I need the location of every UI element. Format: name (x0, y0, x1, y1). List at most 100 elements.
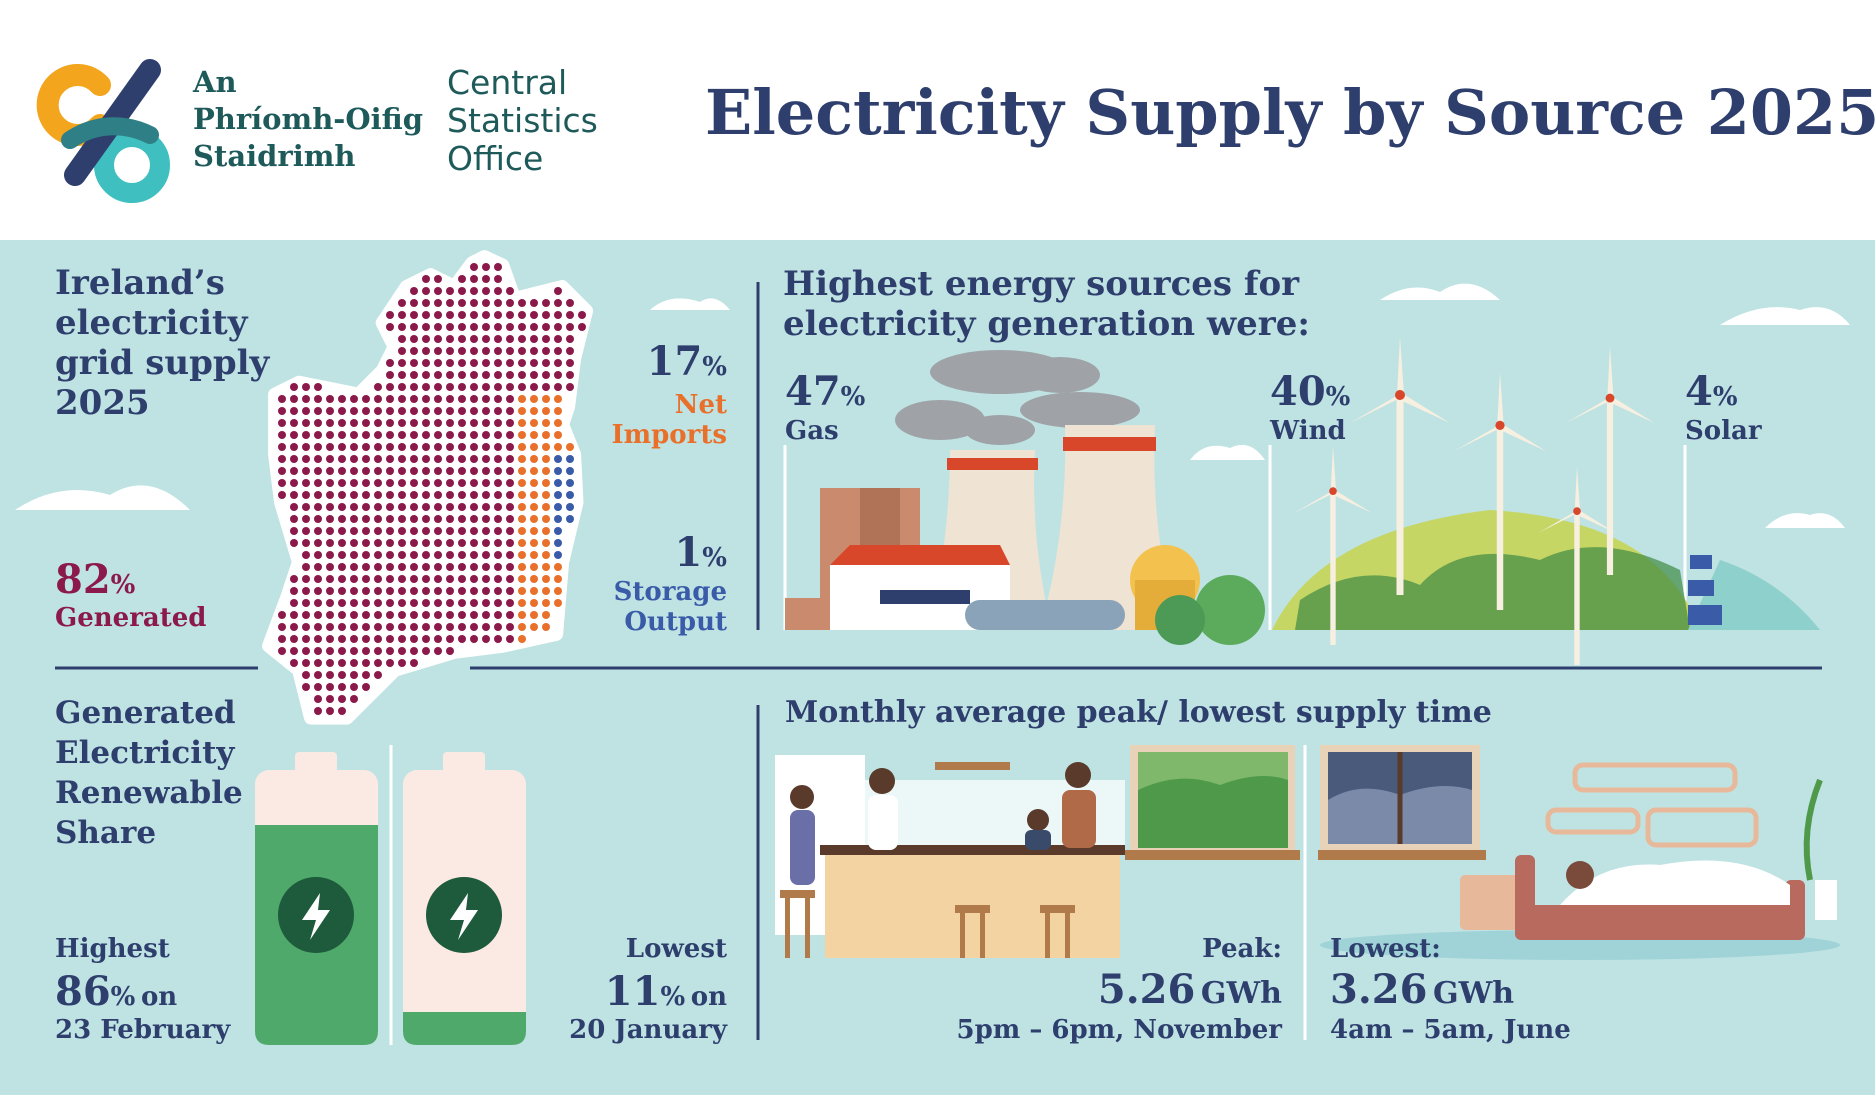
map-dot (398, 623, 406, 631)
map-dot (314, 407, 322, 415)
map-dot (530, 563, 538, 571)
map-dot (494, 551, 502, 559)
map-dot (314, 659, 322, 667)
map-dot (350, 503, 358, 511)
map-dot (362, 671, 370, 679)
map-dot (470, 491, 478, 499)
map-dot (386, 623, 394, 631)
map-dot (302, 515, 310, 523)
map-dot (566, 359, 574, 367)
map-dot (482, 575, 490, 583)
map-dot (338, 407, 346, 415)
map-dot (458, 611, 466, 619)
map-dot (470, 575, 478, 583)
map-dot (386, 551, 394, 559)
map-dot (434, 407, 442, 415)
map-dot (422, 287, 430, 295)
map-dot (374, 407, 382, 415)
map-dot (494, 335, 502, 343)
map-dot (314, 479, 322, 487)
map-dot (506, 347, 514, 355)
map-dot (326, 659, 334, 667)
map-dot (314, 419, 322, 427)
map-dot (494, 527, 502, 535)
map-dot (326, 467, 334, 475)
map-dot (290, 419, 298, 427)
map-dot (386, 575, 394, 583)
map-dot (518, 551, 526, 559)
map-dot (518, 443, 526, 451)
map-dot (326, 611, 334, 619)
map-dot (458, 455, 466, 463)
map-dot (530, 443, 538, 451)
map-dot (470, 443, 478, 451)
map-dot (554, 551, 562, 559)
map-dot (290, 527, 298, 535)
map-dot (470, 371, 478, 379)
map-dot (518, 479, 526, 487)
map-dot (470, 599, 478, 607)
map-dot (362, 407, 370, 415)
map-dot (446, 383, 454, 391)
map-dot (470, 335, 478, 343)
map-dot (290, 395, 298, 403)
map-dot (362, 623, 370, 631)
stat-unit: % (660, 982, 686, 1012)
map-dot (398, 635, 406, 643)
map-dot (314, 647, 322, 655)
map-dot (482, 395, 490, 403)
map-dot (554, 587, 562, 595)
map-dot (422, 491, 430, 499)
map-dot (338, 455, 346, 463)
stat: 3.26 GWh (1330, 970, 1514, 1010)
map-dot (350, 407, 358, 415)
map-dot (494, 599, 502, 607)
map-dot (338, 443, 346, 451)
map-dot (338, 599, 346, 607)
map-dot (470, 515, 478, 523)
map-dot (458, 467, 466, 475)
map-dot (518, 503, 526, 511)
map-dot (314, 515, 322, 523)
map-dot (554, 467, 562, 475)
map-dot (494, 263, 502, 271)
logo-text: Statistics (447, 101, 598, 140)
map-dot (350, 467, 358, 475)
map-dot (542, 551, 550, 559)
map-dot (302, 659, 310, 667)
map-dot (338, 707, 346, 715)
map-dot (482, 503, 490, 511)
map-dot (326, 671, 334, 679)
map-dot (398, 599, 406, 607)
map-dot (410, 515, 418, 523)
map-dot (386, 455, 394, 463)
map-dot (530, 599, 538, 607)
map-dot (458, 371, 466, 379)
map-dot (542, 515, 550, 523)
map-dot (314, 491, 322, 499)
map-dot (470, 635, 478, 643)
map-dot (290, 407, 298, 415)
map-dot (290, 443, 298, 451)
map-dot (518, 587, 526, 595)
map-dot (326, 455, 334, 463)
map-dot (410, 623, 418, 631)
map-dot (518, 599, 526, 607)
section-heading: Renewable (55, 775, 243, 811)
map-dot (350, 431, 358, 439)
map-dot (470, 287, 478, 295)
stat: 17% (647, 342, 727, 382)
map-dot (482, 347, 490, 355)
map-dot (518, 575, 526, 583)
map-dot (518, 371, 526, 379)
map-dot (494, 515, 502, 523)
map-dot (314, 623, 322, 631)
map-dot (458, 395, 466, 403)
map-dot (518, 299, 526, 307)
map-dot (374, 527, 382, 535)
map-dot (398, 575, 406, 583)
map-dot (398, 431, 406, 439)
map-dot (470, 527, 478, 535)
map-dot (314, 539, 322, 547)
map-dot (446, 599, 454, 607)
